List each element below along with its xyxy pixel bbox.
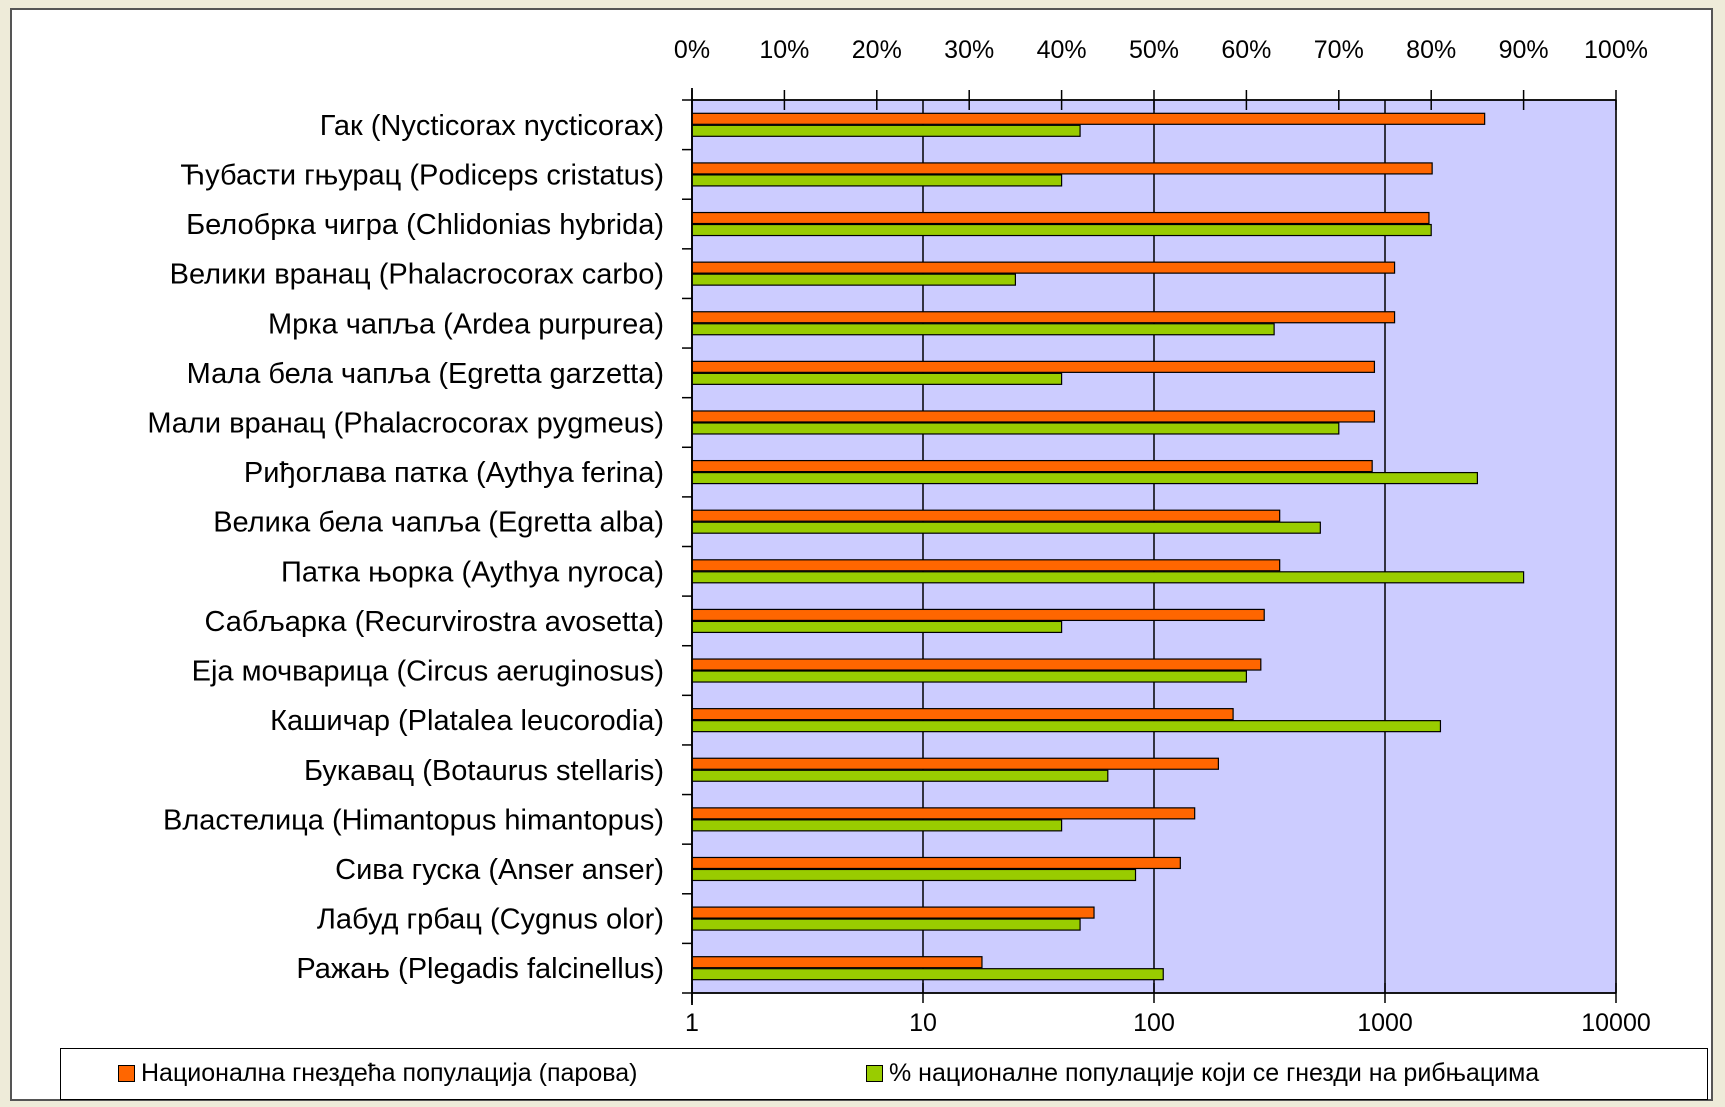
- bars: [691, 112, 1525, 981]
- bar-percent-1: [691, 174, 1063, 187]
- bar-percent-2: [691, 223, 1432, 237]
- top-tick-label-3: 30%: [944, 36, 994, 64]
- category-label-8: Велика бела чапља (Egretta alba): [213, 507, 664, 539]
- bar-population-3: [691, 261, 1396, 274]
- category-label-11: Еја мочварица (Circus aeruginosus): [192, 656, 664, 688]
- bar-percent-0: [691, 124, 1081, 137]
- axes: [682, 88, 1617, 1005]
- bar-population-11: [691, 658, 1262, 671]
- bar-population-15: [691, 856, 1181, 870]
- bar-percent-16: [691, 918, 1081, 931]
- bar-percent-8: [691, 521, 1321, 534]
- bar-percent-13: [691, 769, 1109, 782]
- bottom-axis-tick-labels: 1 10 100 1000 10000: [685, 1009, 1651, 1037]
- legend-item-population: Национална гнездећа популација (парова): [118, 1059, 637, 1088]
- bar-percent-11: [691, 670, 1248, 683]
- bottom-tick-label-3: 1000: [1357, 1009, 1413, 1037]
- bar-percent-14: [691, 819, 1063, 832]
- bar-population-9: [691, 559, 1281, 572]
- top-tick-label-6: 60%: [1221, 36, 1271, 64]
- legend-label-percent: % националне популације који се гнезди н…: [889, 1059, 1540, 1087]
- bar-percent-9: [691, 571, 1525, 584]
- bar-population-0: [691, 112, 1486, 125]
- legend-label-population: Национална гнездећа популација (парова): [141, 1059, 638, 1087]
- category-label-9: Патка њорка (Aythya nyroca): [281, 556, 664, 588]
- top-tick-label-2: 20%: [852, 36, 902, 64]
- bottom-tick-label-0: 1: [685, 1009, 699, 1037]
- top-tick-label-5: 50%: [1129, 36, 1179, 64]
- bar-percent-5: [691, 372, 1063, 385]
- category-label-14: Властелица (Himantopus himantopus): [163, 804, 664, 836]
- bar-percent-7: [691, 471, 1479, 485]
- bar-population-7: [691, 459, 1373, 473]
- top-tick-label-0: 0%: [674, 36, 710, 64]
- category-label-1: Ћубасти гњурац (Podiceps cristatus): [180, 159, 664, 191]
- legend-swatch-green: [866, 1065, 883, 1082]
- category-label-2: Белобрка чигра (Chlidonias hybrida): [186, 209, 664, 241]
- top-tick-label-10: 100%: [1584, 36, 1648, 64]
- bar-population-10: [691, 608, 1265, 622]
- bar-population-2: [691, 211, 1430, 225]
- category-label-5: Мала бела чапља (Egretta garzetta): [187, 358, 664, 390]
- category-label-6: Мали вранац (Phalacrocorax pygmeus): [147, 407, 664, 439]
- category-label-16: Лабуд грбац (Cygnus olor): [317, 904, 664, 936]
- bar-percent-15: [691, 868, 1137, 882]
- bottom-tick-label-4: 10000: [1581, 1009, 1651, 1037]
- category-label-10: Сабљарка (Recurvirostra avosetta): [205, 606, 664, 638]
- bar-population-16: [691, 906, 1095, 919]
- bar-population-12: [691, 708, 1234, 721]
- bar-population-8: [691, 509, 1281, 522]
- top-tick-label-9: 90%: [1499, 36, 1549, 64]
- category-label-13: Букавац (Botaurus stellaris): [304, 755, 664, 787]
- category-label-12: Кашичар (Platalea leucorodia): [270, 705, 664, 737]
- top-tick-label-1: 10%: [759, 36, 809, 64]
- category-label-15: Сива гуска (Anser anser): [335, 854, 664, 886]
- bottom-tick-label-1: 10: [909, 1009, 937, 1037]
- bar-percent-6: [691, 422, 1340, 435]
- bar-percent-17: [691, 968, 1164, 981]
- category-label-3: Велики вранац (Phalacrocorax carbo): [170, 259, 664, 291]
- bar-population-1: [691, 162, 1433, 175]
- legend-swatch-orange: [118, 1065, 135, 1082]
- category-label-17: Ражањ (Plegadis falcinellus): [296, 953, 664, 985]
- bottom-tick-label-2: 100: [1133, 1009, 1175, 1037]
- category-label-7: Риђоглава патка (Aythya ferina): [244, 457, 664, 489]
- bar-population-4: [691, 311, 1396, 324]
- bar-population-14: [691, 807, 1196, 820]
- bar-population-17: [691, 956, 983, 969]
- top-tick-label-7: 70%: [1314, 36, 1364, 64]
- bar-percent-12: [691, 720, 1442, 733]
- top-tick-label-4: 40%: [1037, 36, 1087, 64]
- legend: Национална гнездећа популација (парова) …: [60, 1048, 1708, 1100]
- category-label-4: Мрка чапља (Ardea purpurea): [268, 308, 664, 340]
- category-label-0: Гак (Nycticorax nycticorax): [320, 110, 664, 142]
- bar-population-13: [691, 757, 1219, 770]
- top-axis-tick-labels: 0% 10% 20% 30% 40% 50% 60% 70% 80% 90% 100%: [674, 36, 1648, 64]
- bar-percent-3: [691, 273, 1016, 286]
- bar-population-5: [691, 360, 1376, 373]
- bar-population-6: [691, 410, 1376, 423]
- category-labels: Гак (Nycticorax nycticorax) Ћубасти гњура…: [147, 110, 664, 985]
- bar-percent-10: [691, 620, 1063, 634]
- top-tick-label-8: 80%: [1406, 36, 1456, 64]
- legend-item-percent: % националне популације који се гнезди н…: [866, 1059, 1539, 1088]
- bar-percent-4: [691, 323, 1275, 336]
